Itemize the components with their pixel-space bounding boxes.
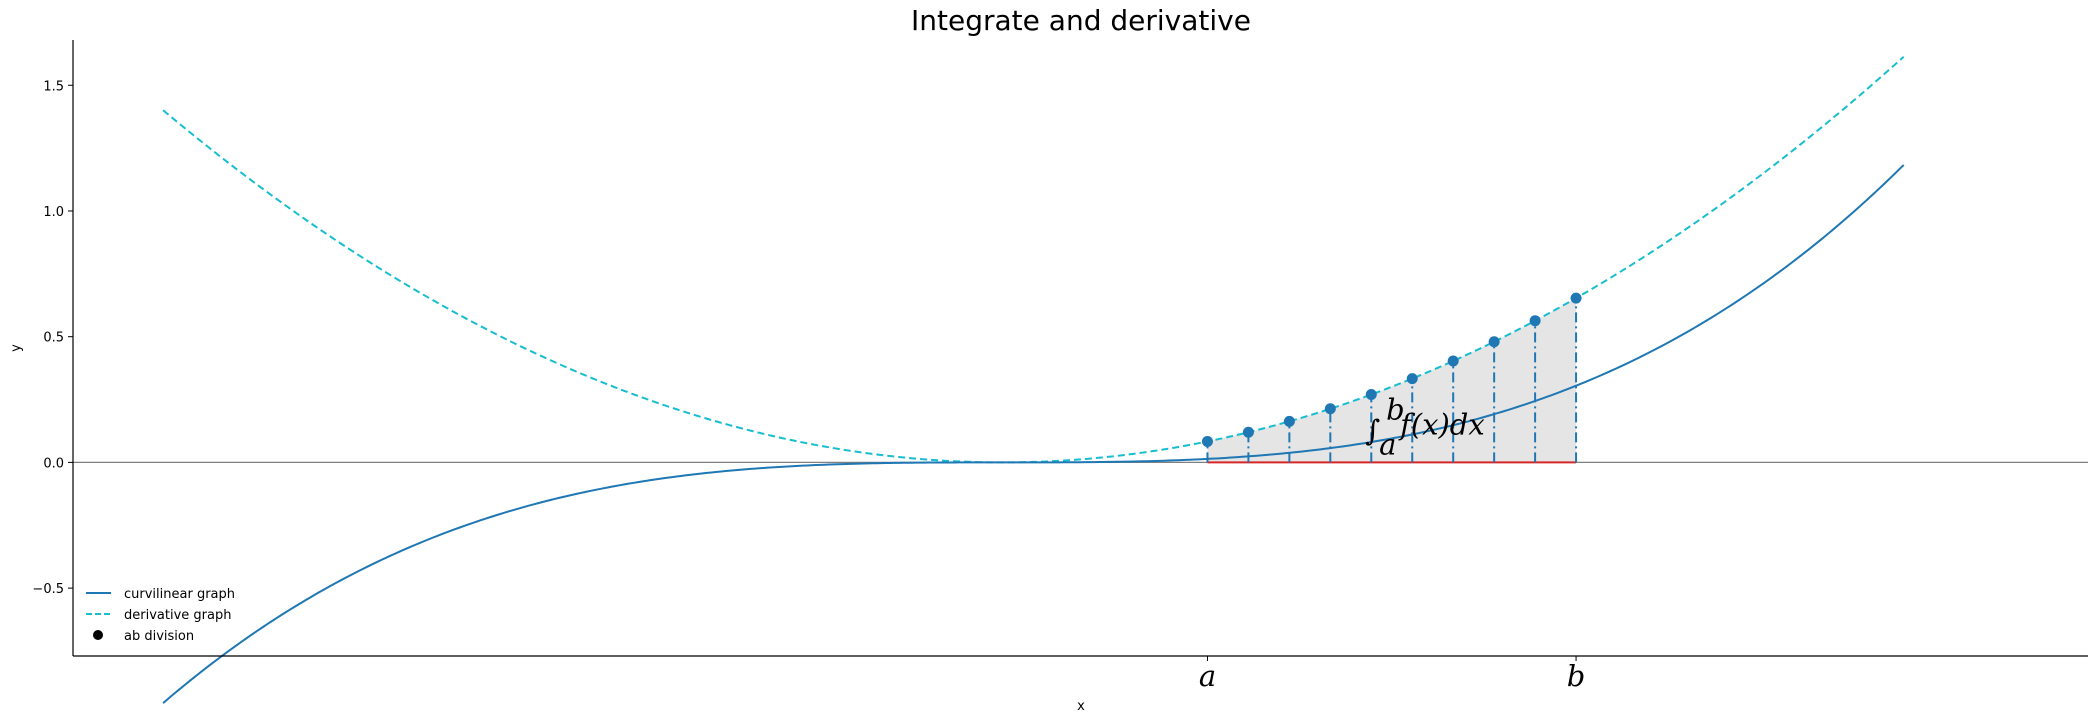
x-axis-label: x: [1077, 699, 1085, 714]
legend: curvilinear graph derivative graph ab di…: [86, 587, 235, 644]
y-axis-label: y: [9, 344, 24, 352]
integral-body: f(x)dx: [1398, 408, 1485, 442]
division-point: [1406, 373, 1418, 385]
legend-swatch-ab-division: [93, 630, 103, 640]
y-tick-label: −0.5: [32, 582, 64, 597]
division-point: [1365, 389, 1377, 401]
shaded-integral-region: [1207, 298, 1577, 463]
division-point: [1201, 435, 1213, 447]
curves: [162, 56, 1905, 704]
division-point: [1283, 415, 1295, 427]
x-tick-label: a: [1199, 659, 1216, 693]
y-tick-label: 1.5: [43, 79, 64, 94]
division-point: [1488, 336, 1500, 348]
legend-label-curvilinear: curvilinear graph: [124, 587, 235, 602]
legend-label-ab-division: ab division: [124, 629, 194, 644]
ab-division-lines: [1201, 292, 1582, 464]
y-tick-label: 1.0: [43, 205, 64, 220]
series-derivative-graph: [162, 56, 1905, 464]
ticks: −0.50.00.51.01.5a b: [32, 79, 1585, 693]
integral-sign: ∫: [1365, 414, 1380, 448]
y-tick-label: 0.5: [43, 331, 64, 346]
division-point: [1447, 355, 1459, 367]
division-point: [1242, 426, 1254, 438]
integral-area: [1207, 298, 1577, 463]
y-tick-label: 0.0: [43, 456, 64, 471]
axes: [72, 40, 2088, 657]
integral-lower-limit: a: [1379, 428, 1396, 462]
series-curvilinear-graph: [162, 164, 1905, 704]
chart-title: Integrate and derivative: [911, 4, 1251, 37]
division-point: [1570, 292, 1582, 304]
integral-upper-limit: b: [1386, 393, 1405, 427]
integral-annotation: ∫ b a f(x)dx: [1365, 393, 1485, 462]
division-point: [1529, 315, 1541, 327]
division-point: [1324, 403, 1336, 415]
x-tick-label: b: [1567, 659, 1586, 693]
legend-label-derivative: derivative graph: [124, 608, 231, 623]
